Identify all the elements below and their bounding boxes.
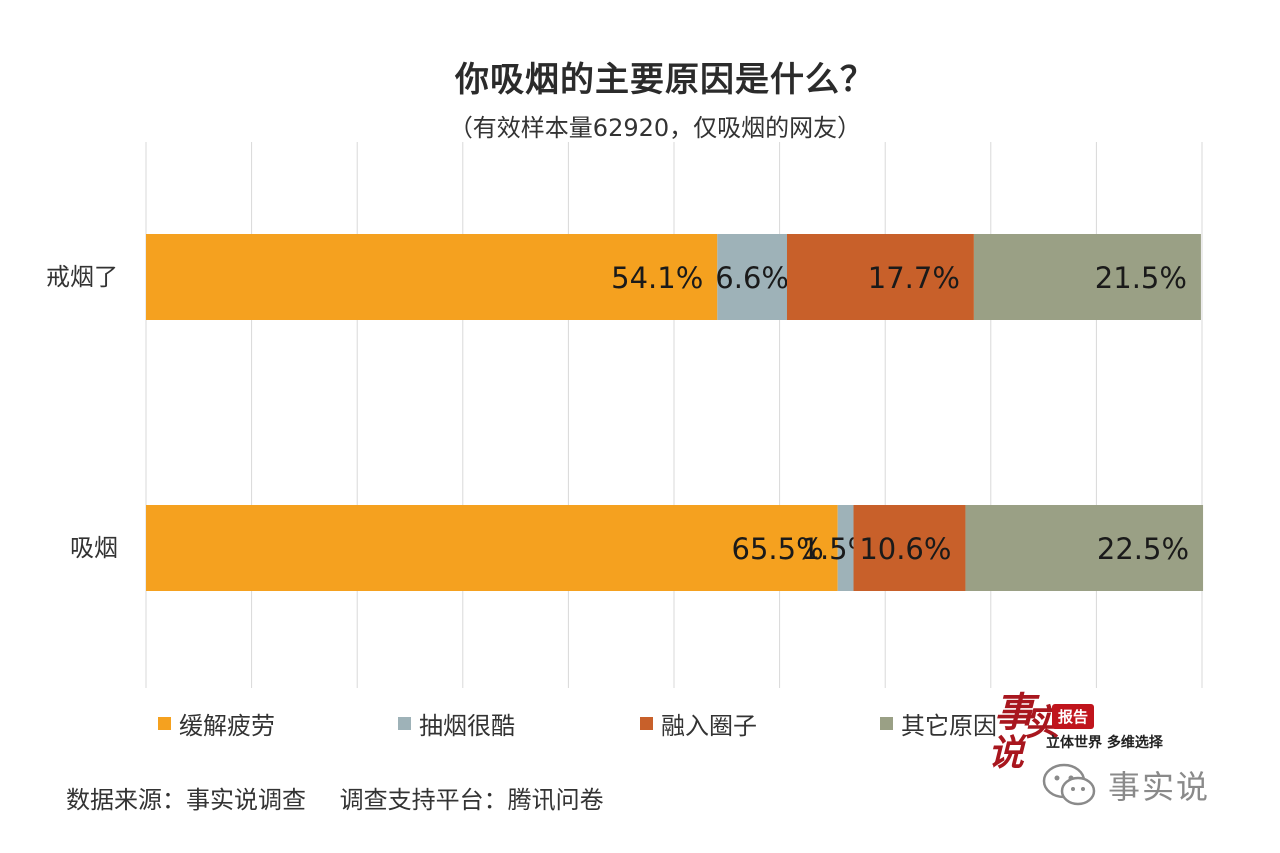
chart-subtitle: （有效样本量62920，仅吸烟的网友） bbox=[448, 114, 862, 142]
legend-label: 抽烟很酷 bbox=[419, 712, 515, 740]
bar-segment bbox=[786, 234, 974, 320]
legend-label: 融入圈子 bbox=[661, 712, 757, 740]
wechat-icon bbox=[1042, 763, 1098, 807]
legend-item: 其它原因 bbox=[880, 706, 997, 741]
stacked-bar-chart: 戒烟了 54.1% 6.6% 17.7% 21.5%吸烟 65.5%1.5%10.6% 22… bbox=[46, 142, 1204, 688]
data-label: 65.5% bbox=[732, 532, 824, 566]
data-label: 21.5% bbox=[1095, 261, 1187, 295]
logo-char-3: 说 bbox=[988, 732, 1025, 774]
legend-swatch bbox=[158, 717, 171, 730]
legend-label: 缓解疲劳 bbox=[179, 712, 275, 740]
legend-label: 其它原因 bbox=[901, 712, 997, 740]
legend-item: 融入圈子 bbox=[640, 706, 757, 741]
data-label: 22.5% bbox=[1097, 532, 1189, 566]
chart-title: 你吸烟的主要原因是什么？ bbox=[455, 60, 875, 100]
data-source-text: 数据来源：事实说调查 bbox=[66, 786, 306, 814]
source-note: 数据来源：事实说调查 调查支持平台：腾讯问卷 bbox=[66, 780, 630, 815]
data-label: 17.7% bbox=[868, 261, 960, 295]
platform-text: 调查支持平台：腾讯问卷 bbox=[339, 786, 604, 814]
wechat-account-name: 事实说 bbox=[1108, 768, 1211, 806]
legend: 缓解疲劳 抽烟很酷 融入圈子 其它原因 bbox=[0, 706, 1280, 742]
bar-segment bbox=[965, 505, 1204, 591]
logo-tagline: 立体世界 多维选择 bbox=[1046, 735, 1163, 751]
category-label: 吸烟 bbox=[70, 534, 118, 562]
bar-segment bbox=[973, 234, 1201, 320]
legend-item: 抽烟很酷 bbox=[398, 706, 515, 741]
bar-segment bbox=[146, 505, 838, 591]
legend-swatch bbox=[398, 717, 411, 730]
bar-segment bbox=[146, 234, 718, 320]
bar-segment bbox=[837, 505, 854, 591]
brand-logo: 事 实 说 报告 立体世界 多维选择 bbox=[988, 680, 1228, 810]
category-label: 戒烟了 bbox=[46, 263, 118, 291]
data-label: 10.6% bbox=[859, 532, 951, 566]
bar-segment bbox=[717, 234, 787, 320]
data-label: 6.6% bbox=[715, 261, 789, 295]
legend-swatch bbox=[880, 717, 893, 730]
bar-segment bbox=[853, 505, 966, 591]
data-label: 54.1% bbox=[611, 261, 703, 295]
legend-swatch bbox=[640, 717, 653, 730]
legend-item: 缓解疲劳 bbox=[158, 706, 275, 741]
wechat-account: 事实说 bbox=[1042, 762, 1210, 808]
logo-badge: 报告 bbox=[1052, 704, 1095, 729]
logo-char-1: 事 bbox=[994, 689, 1034, 736]
